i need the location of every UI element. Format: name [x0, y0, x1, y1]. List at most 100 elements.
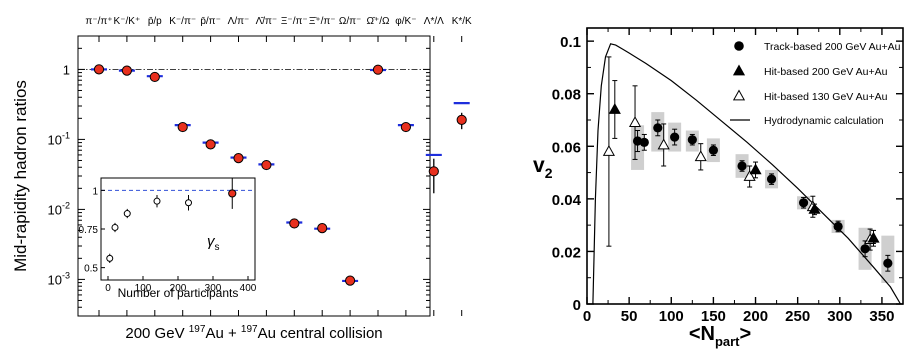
inset-x-axis-label: Number of participants — [118, 286, 239, 300]
category-label: p̄/p — [148, 16, 162, 27]
right-x-tick-label: 50 — [621, 308, 638, 325]
left-plot-area — [78, 64, 470, 286]
ratio-point — [261, 159, 272, 171]
right-x-tick-label: 200 — [743, 308, 768, 325]
tick-exponent: -2 — [62, 200, 70, 210]
ratio-point — [205, 139, 216, 150]
ratio-point — [372, 64, 384, 75]
right-plot-frame — [586, 27, 904, 305]
inset-x-tick-label: 200 — [170, 283, 187, 294]
category-label: φ/K⁻ — [395, 16, 416, 27]
category-label: π⁻/π⁺ — [85, 16, 112, 27]
ratio-point — [289, 218, 300, 229]
inset-y-tick-label: 0.75 — [79, 225, 99, 236]
inset-y-tick-label: 1 — [92, 186, 98, 197]
right-v2-panel: 0 50 100 150 200 250 300 350 0 0.02 0.04 0.06 0.08 0.… — [533, 27, 904, 349]
ratio-point — [400, 121, 411, 133]
open-triangle-point — [602, 145, 615, 156]
x-label-mass-number-1: 197 — [189, 324, 206, 335]
filled-triangle-point — [608, 102, 621, 114]
right-x-tick-label: 100 — [659, 308, 684, 325]
ratio-point — [149, 71, 160, 83]
inset-x-tick-label: 400 — [240, 283, 257, 294]
left-x-axis-label: 200 GeV 197Au + 197Au central collision — [125, 324, 382, 342]
right-x-tick-label: 350 — [869, 308, 894, 325]
filled-triangle-point — [867, 231, 880, 243]
right-x-axis-label: <Npart> — [689, 323, 751, 349]
legend-label: Hit-based 130 GeV Au+Au — [764, 91, 888, 103]
npart-close: > — [740, 323, 752, 345]
inset-point-open — [123, 210, 131, 218]
right-plot-area — [592, 43, 902, 305]
left-y-tick-label: 10-1 — [48, 130, 70, 147]
inset-point-filled — [228, 189, 237, 198]
x-label-part-2: Au + — [205, 325, 240, 342]
ratio-point — [428, 166, 439, 177]
inset-x-tick-label: 300 — [205, 283, 222, 294]
inset-point-open — [106, 254, 114, 262]
right-y-tick-label: 0.04 — [552, 192, 582, 209]
left-y-tick-label: 10-2 — [48, 200, 70, 217]
x-label-part-3: Au central collision — [258, 325, 383, 342]
legend-label: Hit-based 200 GeV Au+Au — [764, 66, 888, 78]
x-label-part-1: 200 GeV — [125, 325, 188, 342]
gamma-s-inset: 0 100 200 300 400 0.5 0.75 1 γs Number of parti… — [79, 177, 257, 300]
right-x-tick-label: 150 — [701, 308, 726, 325]
category-label: K*/K — [452, 16, 472, 27]
right-legend: Track-based 200 GeV Au+Au Hit-based 200 G… — [730, 41, 901, 127]
category-label: K⁻/K⁺ — [114, 16, 141, 27]
legend-circle-marker — [734, 41, 744, 51]
left-y-axis-label: Mid-rapidity hadron ratios — [11, 80, 30, 272]
category-label: Ω̄⁺/Ω — [366, 16, 390, 27]
left-y-axis: 110-110-210-3 — [48, 35, 430, 317]
inset-point-open — [111, 223, 119, 231]
inset-x-tick-label: 0 — [105, 283, 111, 294]
right-x-tick-label: 250 — [785, 308, 810, 325]
category-label: Λ̄/π⁻ — [256, 16, 278, 27]
tick-base: 10 — [48, 272, 62, 287]
ratio-point — [233, 153, 244, 164]
legend-label: Hydrodynamic calculation — [764, 115, 884, 127]
right-axes: 0 50 100 150 200 250 300 350 0 0.02 0.04 0.06 0.08 0.… — [552, 28, 903, 325]
legend-open-triangle-marker — [732, 89, 746, 101]
inset-point-open — [185, 199, 192, 207]
left-y-tick-label: 10-3 — [48, 270, 70, 287]
right-y-tick-label: 0.1 — [560, 34, 581, 51]
tick-base: 1 — [63, 62, 70, 77]
category-label: Λ*/Λ — [424, 16, 444, 27]
npart-open: <N — [689, 323, 715, 345]
v-subscript: 2 — [545, 165, 553, 181]
left-category-axis: π⁻/π⁺ K⁻/K⁺ p̄/p K⁻/π⁻ p̄/π⁻ Λ/π⁻ Λ̄/π⁻ Ξ⁻/π⁻ Ξ̄… — [85, 16, 472, 316]
filled-triangle-point — [808, 202, 821, 214]
ratio-point — [177, 121, 188, 133]
filled-circle-point — [687, 135, 697, 145]
ratio-point — [121, 65, 133, 76]
category-label: Ξ⁻/π⁻ — [281, 16, 308, 27]
open-triangle-point — [743, 169, 756, 181]
right-y-tick-label: 0 — [573, 297, 581, 314]
left-hadron-ratio-panel: 110-110-210-3 π⁻/π⁺ K⁻/K⁺ p̄/p K⁻/π⁻ p̄/π⁻ Λ/… — [11, 16, 472, 342]
npart-subscript: part — [715, 334, 740, 349]
inset-point-open — [153, 197, 161, 205]
inset-symbol: γs — [207, 233, 220, 253]
right-x-tick-label: 300 — [827, 308, 852, 325]
filled-circle-point — [653, 123, 663, 133]
x-label-mass-number-2: 197 — [241, 324, 258, 335]
open-triangle-point — [694, 150, 707, 162]
category-label: Ω/π⁻ — [339, 16, 361, 27]
right-y-tick-label: 0.06 — [552, 139, 581, 156]
ratio-point — [317, 223, 328, 234]
ratio-point — [456, 114, 467, 125]
filled-circle-point — [708, 145, 719, 155]
filled-circle-point — [798, 198, 809, 208]
category-label: p̄/π⁻ — [200, 16, 221, 27]
inset-x-tick-label: 100 — [135, 283, 152, 294]
v-symbol: v — [533, 154, 545, 177]
category-label: K⁻/π⁻ — [169, 16, 196, 27]
filled-circle-point — [860, 244, 870, 254]
right-y-axis-label: v2 — [533, 154, 553, 181]
filled-triangle-point — [749, 163, 762, 175]
gamma-symbol: γ — [207, 233, 216, 250]
inset-plot-area: 0 100 200 300 400 0.5 0.75 1 — [79, 178, 257, 294]
filled-circle-point — [639, 137, 649, 147]
